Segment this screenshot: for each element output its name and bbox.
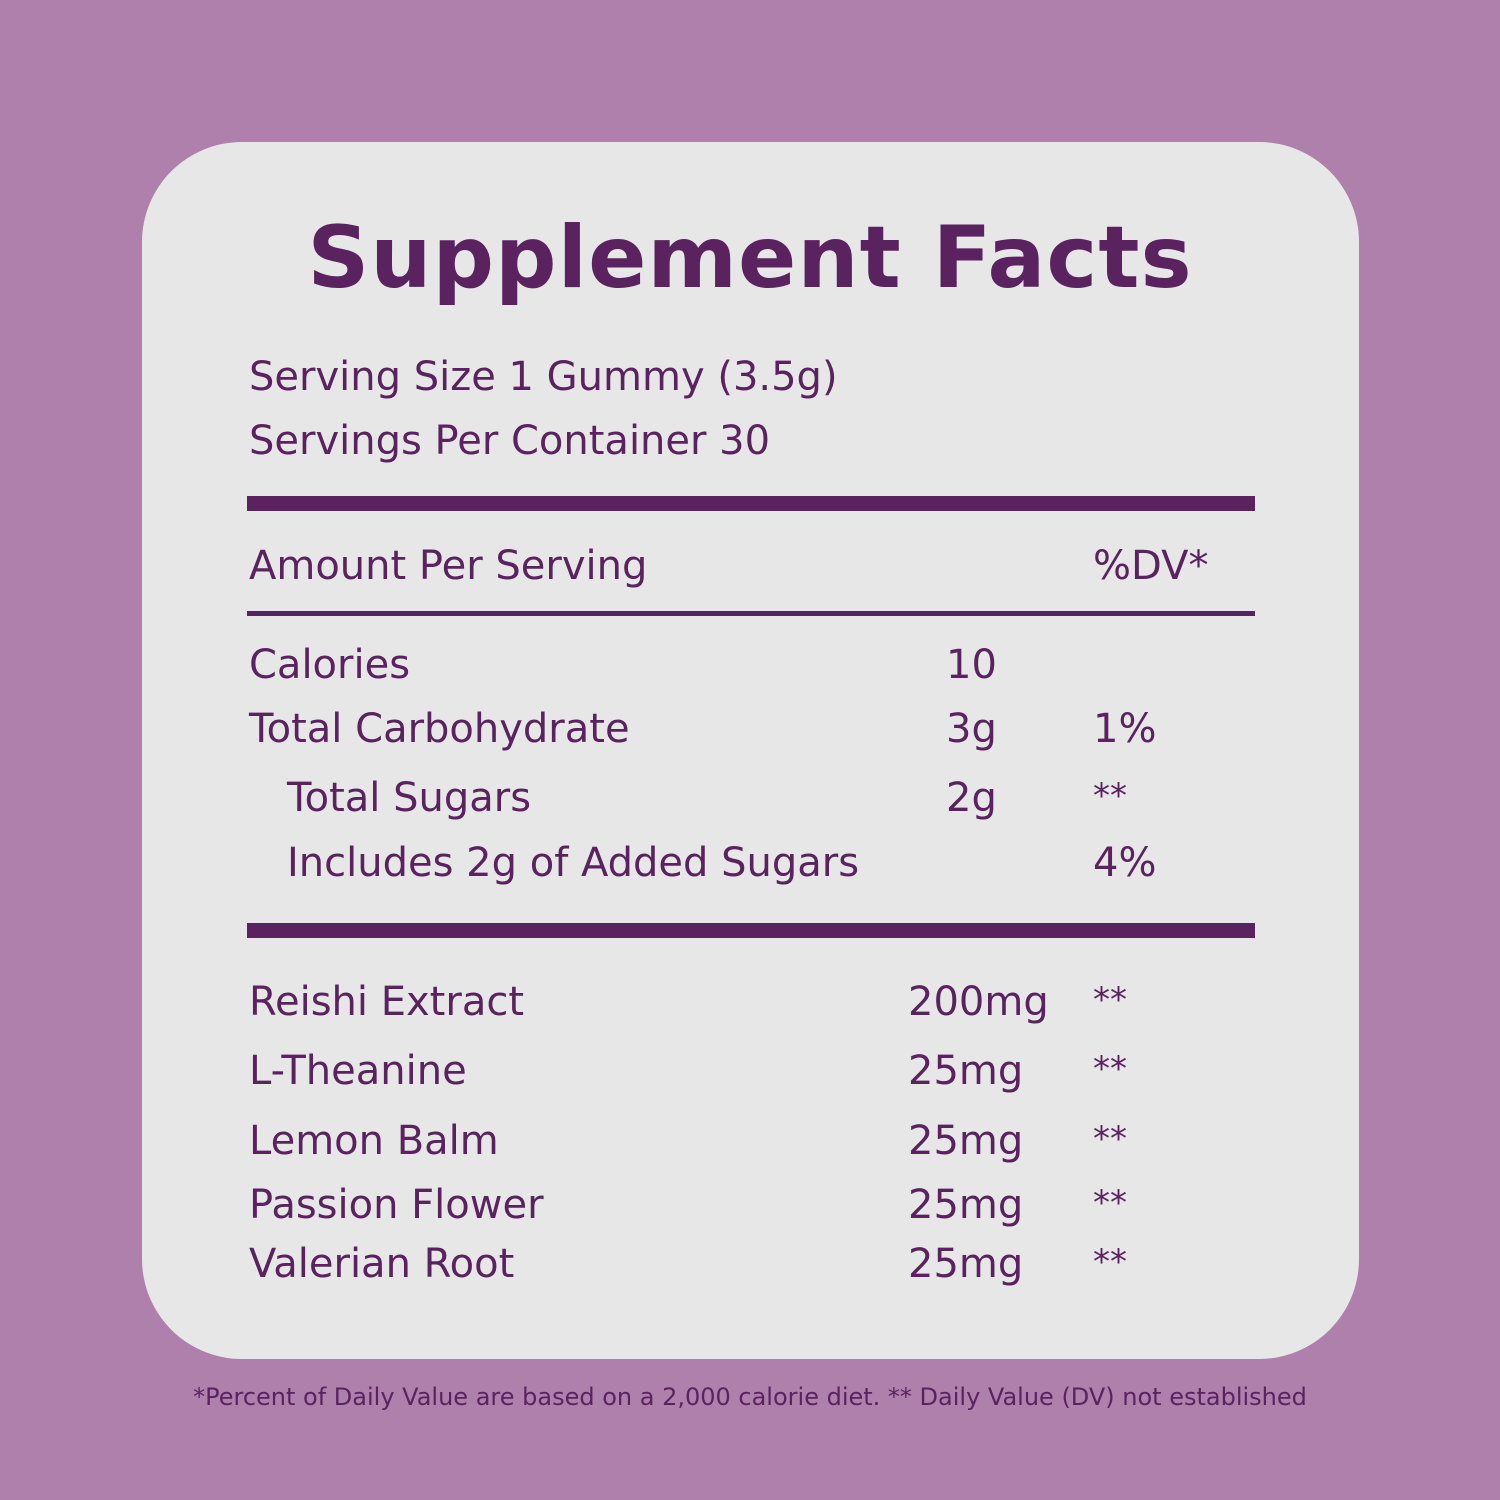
nutrient-amount: 10 xyxy=(946,642,997,688)
ingredient-name: Lemon Balm xyxy=(249,1118,499,1164)
thin-divider xyxy=(247,611,1255,616)
nutrient-dv: 1% xyxy=(1093,706,1157,752)
thick-divider xyxy=(247,496,1255,511)
ingredient-name: Reishi Extract xyxy=(249,979,524,1025)
servings-per-container: Servings Per Container 30 xyxy=(249,418,771,464)
ingredient-amount: 25mg xyxy=(908,1182,1024,1228)
ingredient-dv: ** xyxy=(1093,1119,1127,1159)
nutrient-amount: 3g xyxy=(946,706,997,752)
dv-header: %DV* xyxy=(1093,543,1209,589)
footnote: *Percent of Daily Value are based on a 2… xyxy=(193,1383,1307,1411)
nutrient-name: Includes 2g of Added Sugars xyxy=(287,840,860,886)
ingredient-name: Passion Flower xyxy=(249,1182,544,1228)
serving-size: Serving Size 1 Gummy (3.5g) xyxy=(249,354,838,400)
ingredient-amount: 25mg xyxy=(908,1241,1024,1287)
panel-title: Supplement Facts xyxy=(307,208,1193,308)
ingredient-name: Valerian Root xyxy=(249,1241,515,1287)
nutrient-name: Total Sugars xyxy=(287,775,532,821)
nutrient-amount: 2g xyxy=(946,775,997,821)
ingredient-dv: ** xyxy=(1093,1183,1127,1223)
nutrient-dv: 4% xyxy=(1093,840,1157,886)
ingredient-dv: ** xyxy=(1093,980,1127,1020)
ingredient-dv: ** xyxy=(1093,1242,1127,1282)
nutrient-name: Calories xyxy=(249,642,411,688)
ingredient-name: L-Theanine xyxy=(249,1048,467,1094)
ingredient-amount: 25mg xyxy=(908,1048,1024,1094)
amount-per-serving-label: Amount Per Serving xyxy=(249,543,648,589)
supplement-facts-panel xyxy=(142,142,1359,1359)
nutrient-dv: ** xyxy=(1093,776,1127,816)
thick-divider xyxy=(247,923,1255,938)
ingredient-amount: 25mg xyxy=(908,1118,1024,1164)
nutrient-name: Total Carbohydrate xyxy=(249,706,630,752)
ingredient-amount: 200mg xyxy=(908,979,1049,1025)
ingredient-dv: ** xyxy=(1093,1049,1127,1089)
